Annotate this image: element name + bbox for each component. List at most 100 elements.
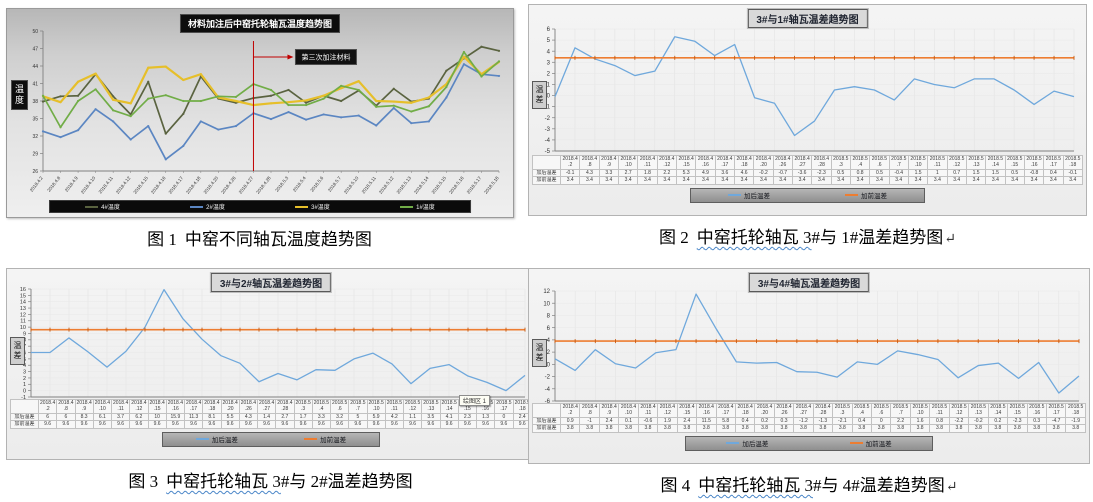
table-row-label: 加前温差: [532, 176, 561, 185]
table-date-header: 2018.4.8: [56, 399, 76, 414]
figure2-caption: 图 2 中窑托轮轴瓦 3#与 1#温差趋势图↵: [528, 223, 1087, 248]
svg-text:2018.5.3: 2018.5.3: [274, 175, 289, 193]
svg-text:12: 12: [543, 289, 550, 295]
table-value-cell: 3.4: [714, 176, 735, 185]
table-value-cell: 3.4: [1004, 176, 1025, 185]
table-value-cell: 3.8: [929, 424, 950, 433]
table-value-cell: 3.4: [598, 176, 619, 185]
svg-text:2018.5.6: 2018.5.6: [309, 175, 324, 193]
table-value-cell: 9.6: [494, 420, 514, 429]
table-date-header: 2018.5.16: [1026, 403, 1047, 418]
table-value-cell: 3.8: [870, 424, 892, 433]
table-value-cell: 3.4: [869, 176, 890, 185]
table-value-cell: -2.1: [832, 416, 853, 425]
svg-text:2018.4.16: 2018.4.16: [150, 175, 167, 195]
table-value-cell: 11.5: [696, 416, 717, 425]
table-value-cell: 3.8: [851, 424, 873, 433]
svg-text:50: 50: [32, 29, 38, 35]
table-row-label: 加前温差: [532, 424, 561, 433]
table-date-header: 2018.4.2: [37, 399, 58, 414]
table-date-header: 2018.4.26: [772, 155, 793, 170]
table-value-cell: 3.3: [311, 412, 332, 421]
table-date-header: 2018.5.4: [849, 155, 871, 170]
table-value-cell: 1.6: [909, 416, 931, 425]
table-value-cell: 2.2: [890, 416, 911, 425]
table-value-cell: 11.3: [183, 412, 204, 421]
table-value-cell: 9.6: [421, 420, 441, 429]
table-value-cell: 9.6: [129, 420, 149, 429]
table-value-cell: 0.2: [754, 416, 775, 425]
table-date-header: 2018.4.20: [220, 399, 240, 414]
table-value-cell: -0.2: [968, 416, 989, 425]
table-date-header: 2018.4.17: [714, 155, 735, 170]
table-date-header: 2018.5.7: [348, 399, 368, 414]
table-value-cell: 4.9: [695, 168, 716, 177]
table-row: 加前温差 9.6 9.6 9.6 9.6 9.6 9.6 9.6 9.6 9.6 9.6 9.6 9.6…: [10, 420, 532, 429]
table-date-header: 2018.5.14: [987, 403, 1009, 418]
table-value-cell: 9.6: [275, 420, 295, 429]
svg-text:29: 29: [32, 151, 38, 157]
svg-text:第三次加注材料: 第三次加注材料: [301, 53, 350, 62]
svg-text:38: 38: [32, 99, 38, 105]
table-value-cell: 0: [870, 416, 892, 425]
legend-swatch-icon: [726, 442, 740, 444]
svg-text:2018.4.28: 2018.4.28: [255, 175, 272, 195]
table-date-header: 2018.4.27: [256, 399, 277, 414]
table-value-cell: 3.4: [695, 176, 716, 185]
legend-label: 1#温度: [416, 205, 435, 211]
svg-text:26: 26: [32, 169, 38, 175]
svg-text:12: 12: [20, 312, 26, 318]
svg-text:2018.5.10: 2018.5.10: [343, 175, 360, 195]
table-date-header: 2018.4.26: [238, 399, 259, 414]
table-value-cell: 3.8: [696, 424, 717, 433]
figure4-chart-title: 3#与4#轴瓦温差趋势图: [747, 272, 871, 293]
svg-text:2018.5.18: 2018.5.18: [483, 175, 500, 195]
svg-text:2018.4.15: 2018.4.15: [132, 175, 149, 195]
legend-swatch-icon: [728, 194, 742, 196]
table-date-header: 2018.5.6: [870, 403, 892, 418]
svg-text:2018.4.18: 2018.4.18: [185, 175, 202, 195]
table-date-header: 2018.4.12: [657, 403, 678, 418]
table-date-header: 2018.4.12: [129, 399, 149, 414]
svg-text:2: 2: [547, 350, 551, 356]
figure1-caption: 图 1 中窑不同轴瓦温度趋势图: [6, 225, 514, 250]
table-value-cell: 2.7: [617, 168, 639, 177]
table-value-cell: 9.6: [202, 420, 222, 429]
figure1-panel: 26 29 32 35 38 41 44 47 50 2018.4.2 2018.4.8 2018.4…: [6, 8, 514, 250]
svg-text:0: 0: [547, 362, 551, 368]
table-value-cell: 3.4: [985, 176, 1006, 185]
svg-text:-3: -3: [545, 127, 551, 133]
table-value-cell: 3.8: [734, 424, 756, 433]
svg-text:10: 10: [543, 301, 550, 307]
table-value-cell: 3.4: [849, 176, 871, 185]
table-value-cell: 3.8: [579, 424, 600, 433]
legend-label: 2#温度: [206, 205, 225, 211]
table-value-cell: 2.7: [275, 412, 295, 421]
table-date-header: 2018.4.15: [147, 399, 167, 414]
table-date-header: 2018.4.16: [165, 399, 186, 414]
figure3-chart-canvas: -1012345678910111213141516: [20, 287, 526, 399]
svg-text:41: 41: [32, 81, 38, 87]
table-value-cell: 5.8: [715, 416, 736, 425]
table-date-header: 2018.4.16: [695, 155, 716, 170]
table-date-header: 2018.4.20: [754, 403, 775, 418]
table-date-header: 2018.4.18: [202, 399, 222, 414]
table-value-cell: 2.2: [656, 168, 677, 177]
table-date-header: 2018.5.17: [1043, 155, 1064, 170]
figure4-data-table-host: 2018.4.2 2018.4.8 2018.4.9 2018.4.10 2018.4.…: [529, 403, 1089, 433]
svg-text:4: 4: [23, 363, 26, 369]
legend-swatch-icon: [195, 438, 209, 440]
table-value-cell: 9.6: [329, 420, 350, 429]
table-value-cell: 3.4: [753, 176, 774, 185]
table-corner-cell: [532, 155, 561, 170]
table-value-cell: 6: [56, 412, 76, 421]
table-date-header: 2018.4.28: [812, 403, 834, 418]
table-date-header: 2018.4.10: [618, 403, 639, 418]
svg-text:2018.4.8: 2018.4.8: [46, 175, 61, 193]
legend-label: 加后温差: [211, 437, 238, 444]
svg-text:1: 1: [23, 382, 26, 388]
table-value-cell: 3.4: [733, 176, 755, 185]
table-value-cell: 3.8: [1026, 424, 1047, 433]
table-value-cell: 9.6: [475, 420, 496, 429]
